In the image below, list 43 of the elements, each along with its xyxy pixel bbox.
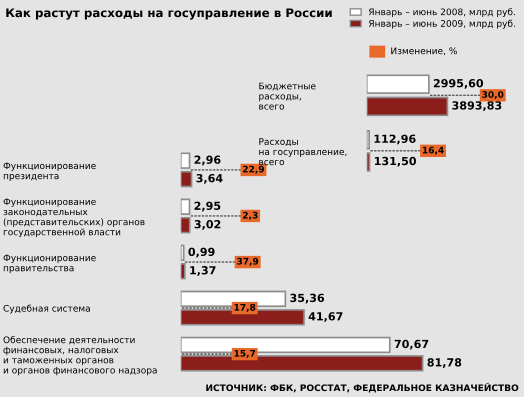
y-tick-label: Функционирование президента bbox=[4, 162, 96, 181]
text: Изменение, % bbox=[391, 47, 457, 56]
data-label: 131,50 bbox=[374, 156, 416, 167]
bar bbox=[180, 152, 190, 169]
bar bbox=[366, 130, 370, 150]
y-tick-label: Функционирование законодательных (представительских) органов государственной власти bbox=[4, 198, 145, 238]
data-label: 3,64 bbox=[196, 174, 223, 184]
annotation: 22,9 bbox=[243, 166, 264, 174]
bar bbox=[180, 216, 191, 234]
bar bbox=[366, 96, 448, 116]
bar bbox=[180, 263, 186, 280]
data-label: 70,67 bbox=[394, 340, 428, 350]
annotation: 17,8 bbox=[234, 304, 256, 312]
data-label: 81,78 bbox=[427, 358, 462, 368]
y-tick-label: Обеспечение деятельности финансовых, налоговых и таможенных органов и органов финансового надзора bbox=[3, 336, 157, 376]
data-label: 1,37 bbox=[190, 266, 216, 276]
text: ИСТОЧНИК: ФБК, РОССТАТ, ФЕДЕРАЛЬНОЕ КАЗНАЧЕЙСТВО bbox=[206, 382, 518, 392]
y-tick-label: Расходы на госуправление, всего bbox=[259, 138, 346, 166]
data-label: 2,95 bbox=[194, 202, 220, 212]
chart-title: Как растут расходы на госуправление в России bbox=[6, 8, 332, 20]
bar bbox=[366, 152, 370, 172]
annotation: 30,0 bbox=[482, 91, 504, 100]
data-label: 3,02 bbox=[194, 220, 220, 230]
legend-label: Январь – июнь 2009, млрд руб. bbox=[368, 20, 515, 29]
y-tick-label: Бюджетные расходы, всего bbox=[259, 82, 316, 110]
bar bbox=[180, 244, 185, 262]
bar bbox=[366, 74, 430, 94]
data-label: 41,67 bbox=[308, 312, 342, 322]
annotation: 37,9 bbox=[237, 258, 258, 266]
data-label: 3893,83 bbox=[452, 101, 502, 112]
y-tick-label: Судебная система bbox=[4, 304, 90, 314]
annotation: 2,3 bbox=[242, 212, 258, 220]
data-label: 2995,60 bbox=[434, 78, 484, 89]
annotation: 16,4 bbox=[422, 146, 444, 155]
data-label: 2,96 bbox=[194, 156, 221, 166]
data-label: 35,36 bbox=[290, 294, 324, 304]
data-label: 0,99 bbox=[188, 248, 215, 258]
bar bbox=[180, 198, 190, 215]
legend-label: Январь – июнь 2008, млрд руб. bbox=[368, 8, 515, 18]
annotation: 15,7 bbox=[234, 350, 256, 358]
bar bbox=[180, 170, 192, 188]
data-label: 112,96 bbox=[374, 134, 416, 144]
y-tick-label: Функционирование правительства bbox=[4, 254, 96, 274]
